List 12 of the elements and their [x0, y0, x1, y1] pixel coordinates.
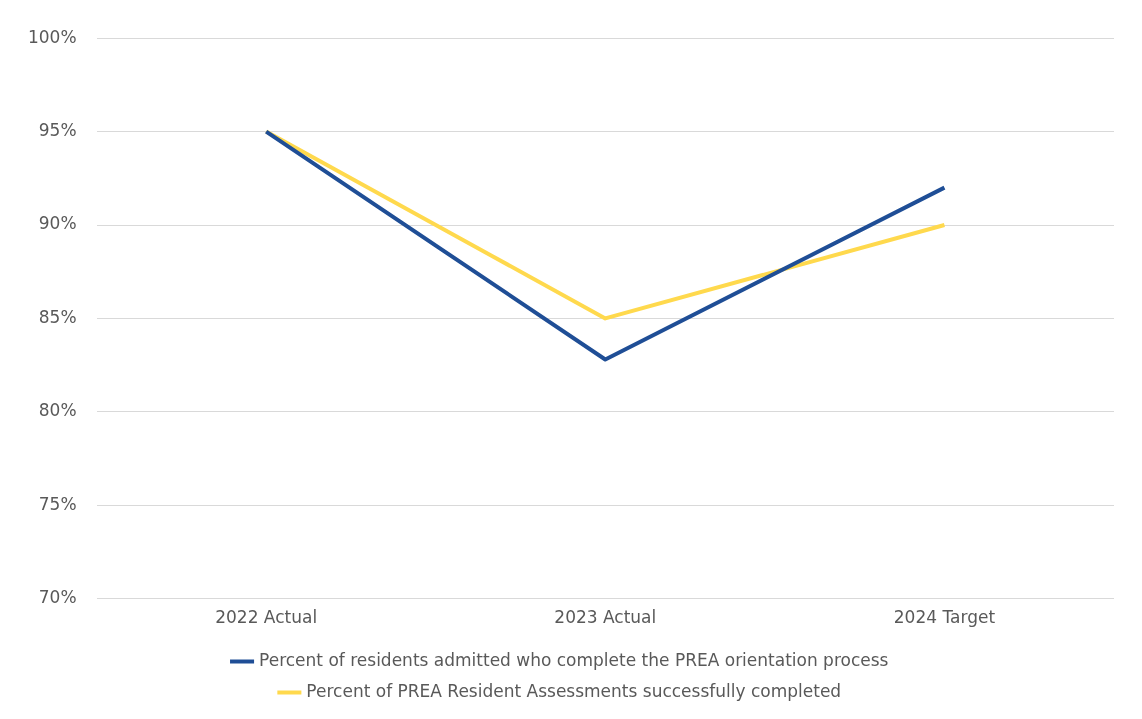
y-tick-label: 75%: [38, 493, 77, 514]
y-tick-label: 95%: [38, 120, 77, 141]
y-tick-label: 70%: [38, 587, 77, 608]
y-tick-label: 90%: [38, 213, 77, 234]
legend-label: Percent of PREA Resident Assessments successfully completed: [306, 680, 842, 701]
y-tick-label: 85%: [38, 306, 77, 327]
y-tick-label: 100%: [27, 26, 77, 47]
y-tick-label: 80%: [38, 400, 77, 421]
x-tick-label: 2023 Actual: [554, 607, 657, 628]
x-tick-label: 2024 Target: [893, 607, 996, 628]
legend-label: Percent of residents admitted who complete the PREA orientation process: [259, 649, 889, 670]
x-tick-label: 2022 Actual: [215, 607, 318, 628]
